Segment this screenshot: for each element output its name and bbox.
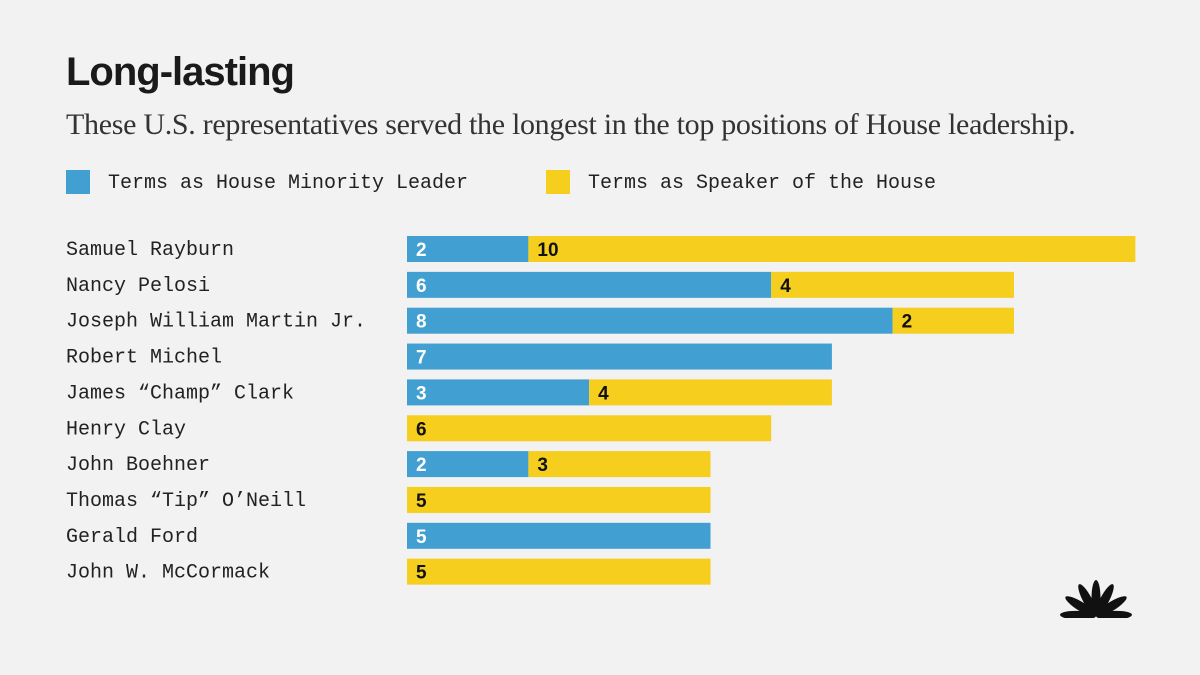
bar-speaker-nancy-pelosi-value: 4: [780, 276, 791, 297]
bar-speaker-henry-clay: [407, 415, 772, 442]
row-label-john-w-mccormack: John W. McCormack: [66, 562, 270, 585]
bar-speaker-joseph-william-martin-jr-value: 2: [902, 312, 913, 333]
row-label-gerald-ford: Gerald Ford: [66, 526, 198, 549]
row-label-john-boehner: John Boehner: [66, 454, 210, 477]
row-label-henry-clay: Henry Clay: [66, 418, 186, 441]
bar-minority-leader-joseph-william-martin-jr-value: 8: [416, 312, 427, 333]
bar-speaker-joseph-william-martin-jr: [892, 307, 1014, 334]
chart-subtitle: These U.S. representatives served the lo…: [66, 108, 1076, 141]
bar-minority-leader-gerald-ford-value: 5: [416, 527, 427, 548]
legend-swatch-speaker: [546, 170, 570, 194]
bar-minority-leader-samuel-rayburn-value: 2: [416, 240, 427, 261]
bar-minority-leader-john-boehner-value: 2: [416, 455, 427, 476]
legend-label-minority-leader: Terms as House Minority Leader: [108, 172, 469, 195]
bar-speaker-nancy-pelosi: [771, 271, 1014, 298]
bar-speaker-james-champ-clark: [589, 379, 832, 406]
bar-minority-leader-nancy-pelosi-value: 6: [416, 276, 427, 297]
row-label-thomas-tip-o-neill: Thomas “Tip” O’Neill: [66, 490, 306, 513]
bar-minority-leader-gerald-ford: [407, 522, 711, 549]
row-label-nancy-pelosi: Nancy Pelosi: [66, 275, 210, 298]
chart-title: Long-lasting: [66, 50, 295, 94]
bar-speaker-henry-clay-value: 6: [416, 419, 427, 440]
row-label-robert-michel: Robert Michel: [66, 347, 222, 370]
bar-speaker-thomas-tip-o-neill: [407, 486, 711, 513]
row-label-samuel-rayburn: Samuel Rayburn: [66, 239, 234, 262]
bar-speaker-thomas-tip-o-neill-value: 5: [416, 491, 427, 512]
bar-speaker-john-w-mccormack: [407, 558, 711, 585]
bar-speaker-james-champ-clark-value: 4: [598, 383, 609, 404]
nbc-peacock-icon: [1058, 580, 1134, 624]
bar-minority-leader-robert-michel: [407, 343, 832, 370]
bar-speaker-samuel-rayburn-value: 10: [537, 240, 558, 261]
bar-minority-leader-samuel-rayburn: [407, 236, 529, 262]
bar-speaker-john-w-mccormack-value: 5: [416, 563, 427, 584]
bar-speaker-samuel-rayburn: [528, 236, 1136, 262]
row-label-joseph-william-martin-jr: Joseph William Martin Jr.: [66, 311, 366, 334]
bar-speaker-john-boehner-value: 3: [537, 455, 548, 476]
bar-minority-leader-nancy-pelosi: [407, 271, 772, 298]
bar-minority-leader-james-champ-clark: [407, 379, 590, 406]
bar-minority-leader-robert-michel-value: 7: [416, 348, 427, 369]
bar-minority-leader-james-champ-clark-value: 3: [416, 383, 427, 404]
legend-label-speaker: Terms as Speaker of the House: [588, 172, 937, 195]
row-label-james-champ-clark: James “Champ” Clark: [66, 382, 294, 405]
bar-speaker-john-boehner: [528, 451, 711, 478]
bar-minority-leader-john-boehner: [407, 451, 529, 478]
bar-minority-leader-joseph-william-martin-jr: [407, 307, 893, 334]
legend-swatch-minority-leader: [66, 170, 90, 194]
